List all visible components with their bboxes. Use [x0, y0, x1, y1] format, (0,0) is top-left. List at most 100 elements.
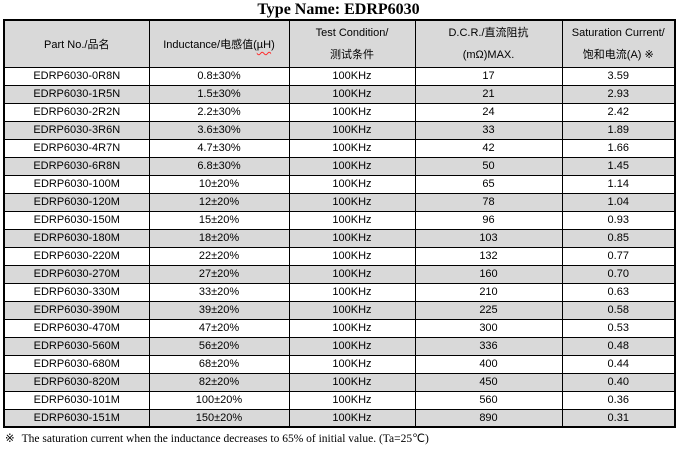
- cell-part-no: EDRP6030-180M: [3, 228, 150, 248]
- cell-test-condition: 100KHz: [288, 246, 416, 266]
- cell-dcr: 450: [414, 372, 563, 392]
- table-row: EDRP6030-4R7N 4.7±30% 100KHz 42 1.66: [3, 138, 676, 158]
- cell-part-no: EDRP6030-330M: [3, 282, 150, 302]
- cell-inductance: 150±20%: [148, 408, 290, 428]
- cell-test-condition: 100KHz: [288, 318, 416, 338]
- cell-part-no: EDRP6030-820M: [3, 372, 150, 392]
- cell-part-no: EDRP6030-680M: [3, 354, 150, 374]
- cell-saturation-current: 2.42: [561, 102, 676, 122]
- footnote-marker: ※: [5, 433, 15, 445]
- cell-test-condition: 100KHz: [288, 264, 416, 284]
- cell-part-no: EDRP6030-100M: [3, 174, 150, 194]
- cell-dcr: 300: [414, 318, 563, 338]
- cell-test-condition: 100KHz: [288, 210, 416, 230]
- cell-dcr: 42: [414, 138, 563, 158]
- cell-dcr: 24: [414, 102, 563, 122]
- cell-dcr: 78: [414, 192, 563, 212]
- cell-saturation-current: 0.44: [561, 354, 676, 374]
- cell-saturation-current: 0.77: [561, 246, 676, 266]
- cell-test-condition: 100KHz: [288, 84, 416, 104]
- cell-saturation-current: 1.45: [561, 156, 676, 176]
- cell-test-condition: 100KHz: [288, 408, 416, 428]
- cell-test-condition: 100KHz: [288, 102, 416, 122]
- col-header-dcr-line1: D.C.R./直流阻抗: [448, 26, 529, 39]
- cell-dcr: 103: [414, 228, 563, 248]
- cell-saturation-current: 0.31: [561, 408, 676, 428]
- table-row: EDRP6030-330M 33±20% 100KHz 210 0.63: [3, 282, 676, 302]
- footnote-text: The saturation current when the inductan…: [21, 433, 429, 445]
- table-row: EDRP6030-560M 56±20% 100KHz 336 0.48: [3, 336, 676, 356]
- cell-part-no: EDRP6030-1R5N: [3, 84, 150, 104]
- table-row: EDRP6030-2R2N 2.2±30% 100KHz 24 2.42: [3, 102, 676, 122]
- col-header-saturation-line2: 饱和电流(A) ※: [582, 48, 654, 61]
- cell-saturation-current: 2.93: [561, 84, 676, 104]
- cell-part-no: EDRP6030-120M: [3, 192, 150, 212]
- cell-inductance: 56±20%: [148, 336, 290, 356]
- cell-part-no: EDRP6030-470M: [3, 318, 150, 338]
- cell-dcr: 21: [414, 84, 563, 104]
- footnote: ※ The saturation current when the inducta…: [0, 432, 677, 446]
- cell-test-condition: 100KHz: [288, 192, 416, 212]
- cell-test-condition: 100KHz: [288, 300, 416, 320]
- cell-dcr: 890: [414, 408, 563, 428]
- cell-saturation-current: 0.58: [561, 300, 676, 320]
- table-row: EDRP6030-180M 18±20% 100KHz 103 0.85: [3, 228, 676, 248]
- table-row: EDRP6030-150M 15±20% 100KHz 96 0.93: [3, 210, 676, 230]
- cell-part-no: EDRP6030-150M: [3, 210, 150, 230]
- cell-inductance: 22±20%: [148, 246, 290, 266]
- cell-saturation-current: 0.93: [561, 210, 676, 230]
- cell-saturation-current: 1.04: [561, 192, 676, 212]
- cell-inductance: 4.7±30%: [148, 138, 290, 158]
- header-row: Part No./品名 Inductance/电感值(µH) Test Cond…: [3, 19, 676, 68]
- cell-inductance: 15±20%: [148, 210, 290, 230]
- table-row: EDRP6030-220M 22±20% 100KHz 132 0.77: [3, 246, 676, 266]
- cell-test-condition: 100KHz: [288, 66, 416, 86]
- table-row: EDRP6030-6R8N 6.8±30% 100KHz 50 1.45: [3, 156, 676, 176]
- cell-dcr: 560: [414, 390, 563, 410]
- cell-part-no: EDRP6030-101M: [3, 390, 150, 410]
- cell-part-no: EDRP6030-0R8N: [3, 66, 150, 86]
- cell-saturation-current: 0.40: [561, 372, 676, 392]
- cell-part-no: EDRP6030-4R7N: [3, 138, 150, 158]
- cell-dcr: 50: [414, 156, 563, 176]
- cell-part-no: EDRP6030-390M: [3, 300, 150, 320]
- cell-dcr: 225: [414, 300, 563, 320]
- table-row: EDRP6030-270M 27±20% 100KHz 160 0.70: [3, 264, 676, 284]
- cell-part-no: EDRP6030-151M: [3, 408, 150, 428]
- cell-inductance: 2.2±30%: [148, 102, 290, 122]
- col-header-dcr: D.C.R./直流阻抗 (mΩ)MAX.: [414, 19, 563, 68]
- table-row: EDRP6030-1R5N 1.5±30% 100KHz 21 2.93: [3, 84, 676, 104]
- cell-inductance: 27±20%: [148, 264, 290, 284]
- col-header-inductance-label: Inductance/电感值(µH): [163, 38, 275, 51]
- col-header-test-condition-line2: 测试条件: [330, 48, 374, 61]
- cell-inductance: 82±20%: [148, 372, 290, 392]
- cell-inductance: 0.8±30%: [148, 66, 290, 86]
- cell-saturation-current: 0.85: [561, 228, 676, 248]
- cell-part-no: EDRP6030-560M: [3, 336, 150, 356]
- cell-saturation-current: 0.48: [561, 336, 676, 356]
- cell-inductance: 68±20%: [148, 354, 290, 374]
- col-header-inductance: Inductance/电感值(µH): [148, 19, 290, 68]
- cell-saturation-current: 0.53: [561, 318, 676, 338]
- col-header-dcr-line2: (mΩ)MAX.: [462, 48, 515, 61]
- cell-saturation-current: 0.36: [561, 390, 676, 410]
- cell-saturation-current: 0.63: [561, 282, 676, 302]
- cell-inductance: 12±20%: [148, 192, 290, 212]
- cell-part-no: EDRP6030-6R8N: [3, 156, 150, 176]
- cell-saturation-current: 1.89: [561, 120, 676, 140]
- table-row: EDRP6030-0R8N 0.8±30% 100KHz 17 3.59: [3, 66, 676, 86]
- spec-table: Part No./品名 Inductance/电感值(µH) Test Cond…: [3, 19, 676, 428]
- col-header-part-no: Part No./品名: [3, 19, 150, 68]
- table-row: EDRP6030-470M 47±20% 100KHz 300 0.53: [3, 318, 676, 338]
- cell-test-condition: 100KHz: [288, 390, 416, 410]
- cell-dcr: 160: [414, 264, 563, 284]
- cell-test-condition: 100KHz: [288, 228, 416, 248]
- col-header-saturation-line1: Saturation Current/: [571, 26, 665, 39]
- col-header-test-condition: Test Condition/ 测试条件: [288, 19, 416, 68]
- table-row: EDRP6030-820M 82±20% 100KHz 450 0.40: [3, 372, 676, 392]
- table-body: EDRP6030-0R8N 0.8±30% 100KHz 17 3.59 EDRP6030…: [3, 66, 676, 428]
- cell-inductance: 10±20%: [148, 174, 290, 194]
- cell-saturation-current: 3.59: [561, 66, 676, 86]
- cell-saturation-current: 0.70: [561, 264, 676, 284]
